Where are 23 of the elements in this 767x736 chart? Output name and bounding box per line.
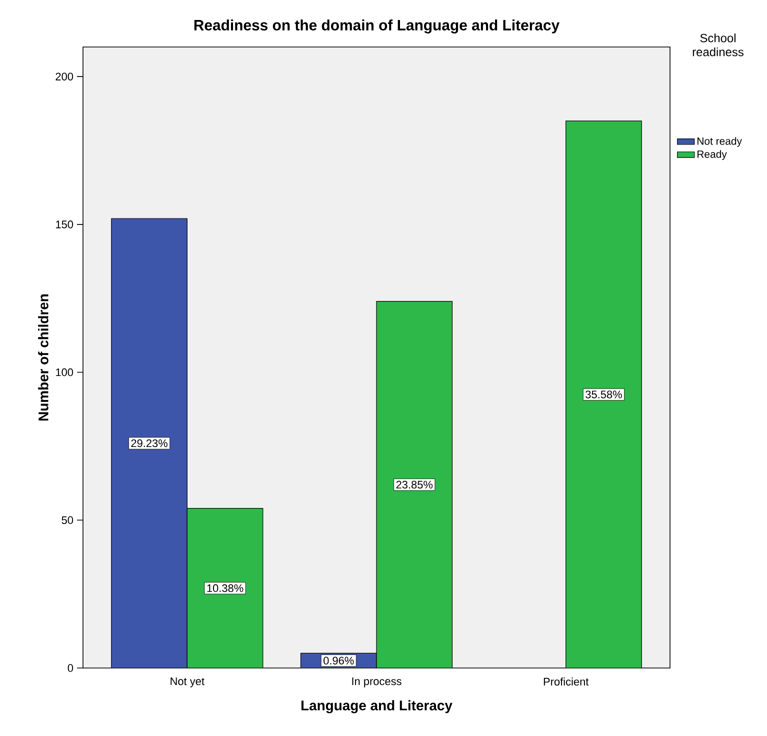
bar — [186, 508, 264, 668]
y-tick-label: 200 — [56, 72, 74, 80]
y-axis-title: Number of children — [38, 294, 48, 420]
y-tick-label: 0 — [68, 664, 74, 672]
chart-title: Readiness on the domain of Language and Literacy — [194, 20, 560, 34]
annotation: 23.85% — [396, 480, 433, 489]
annotation: 0.96% — [324, 656, 354, 664]
legend-title: School readiness — [692, 34, 744, 56]
bar — [111, 218, 188, 668]
y-tick-label: 50 — [62, 516, 74, 524]
annotation: 10.38% — [207, 584, 244, 592]
x-tick-label: Proficient — [544, 678, 589, 686]
y-tick-label: 100 — [56, 368, 74, 376]
x-axis-title: Language and Literacy — [301, 700, 452, 714]
y-tick-label: 150 — [56, 220, 74, 228]
bar — [376, 301, 453, 668]
legend-label: Ready — [698, 150, 727, 160]
x-tick-label: Not yet — [170, 678, 204, 688]
bar — [566, 120, 642, 668]
x-tick-label: In process — [352, 678, 402, 688]
annotation: 35.58% — [586, 390, 622, 398]
annotation: 29.23% — [131, 439, 168, 448]
legend-label: Not ready — [698, 137, 742, 147]
